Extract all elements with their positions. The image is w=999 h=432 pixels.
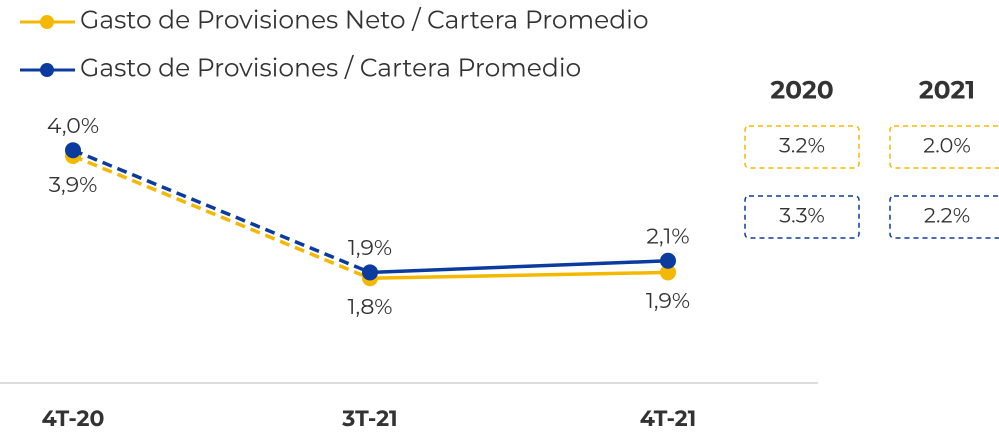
series-line [72, 148, 371, 275]
table-header: 2020 [770, 76, 833, 106]
data-label: 1,9% [646, 287, 690, 314]
table-cell-box [744, 195, 860, 239]
legend-label: Gasto de Provisiones Neto / Cartera Prom… [80, 6, 649, 36]
series-line [369, 259, 669, 275]
table-cell-box [889, 195, 999, 239]
series-line [72, 154, 371, 280]
table-cell-box [744, 125, 860, 169]
table-header: 2021 [919, 76, 975, 106]
x-tick-label: 4T-21 [640, 405, 697, 432]
legend-label: Gasto de Provisiones / Cartera Promedio [80, 54, 581, 84]
data-label: 1,9% [348, 234, 392, 261]
series-line [369, 270, 669, 280]
data-point [660, 264, 676, 281]
table-cell: 2.0% [923, 134, 971, 159]
x-tick-label: 4T-20 [42, 405, 105, 432]
table-cell: 3.3% [779, 204, 825, 229]
data-label: 3,9% [49, 171, 98, 198]
data-label: 2,1% [646, 223, 689, 250]
table-cell: 2.2% [924, 204, 970, 229]
table-cell: 3.2% [779, 134, 825, 159]
table-cell-box [889, 125, 999, 169]
data-point [362, 264, 378, 281]
data-label: 1,8% [348, 293, 393, 320]
legend-marker [40, 15, 54, 29]
data-label: 4,0% [47, 112, 99, 139]
data-point [65, 142, 81, 159]
data-point [660, 252, 676, 269]
x-tick-label: 3T-21 [341, 405, 397, 432]
legend-marker [40, 63, 54, 77]
